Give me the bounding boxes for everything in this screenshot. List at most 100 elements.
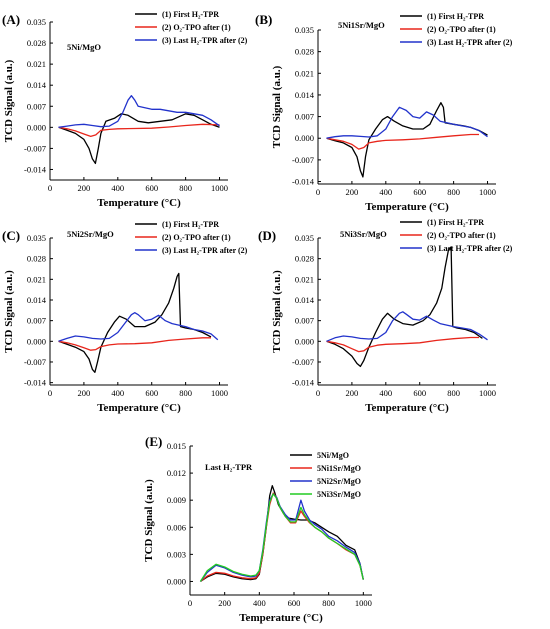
- panel-label: (A): [2, 12, 20, 27]
- legend: (1) First H₂-TPR (2) O₂-TPO after (1) (3) …: [400, 12, 513, 47]
- y-tick-label: 0.014: [27, 295, 47, 305]
- chart-panel-c: (C) -0.014 -0.007 0.000 0.007 0.014 0.021 0.028…: [2, 220, 248, 414]
- legend-label: 5Ni1Sr/MgO: [317, 464, 361, 473]
- chart-panel-b: (B) -0.014 -0.007 0.000 0.007 0.014 0.021 0.028…: [255, 12, 513, 213]
- y-tick-label: 0.028: [295, 47, 314, 57]
- legend-label: 5Ni/MgO: [317, 451, 349, 460]
- y-tick-label: 0.021: [295, 274, 314, 284]
- chart-panel-e: (E) 0.000 0.003 0.006 0.009 0.012 0.015 0 200 400…: [143, 434, 372, 624]
- x-tick-label: 1000: [211, 183, 228, 193]
- legend: (1) First H₂-TPR (2) O₂-TPO after (1) (3) …: [400, 218, 513, 253]
- sample-label: 5Ni/MgO: [67, 42, 101, 52]
- series-line-1: [58, 272, 212, 373]
- y-tick-label: 0.007: [295, 316, 314, 326]
- legend-label: (3) Last H₂-TPR after (2): [162, 36, 248, 45]
- x-tick-label: 800: [447, 187, 460, 197]
- y-tick-label: -0.007: [292, 155, 314, 165]
- y-tick-label: -0.014: [24, 164, 47, 174]
- y-tick-label: 0.035: [27, 17, 46, 27]
- series-line-4: [199, 493, 364, 582]
- y-tick-label: 0.028: [27, 38, 46, 48]
- legend: (1) First H₂-TPR (2) O₂-TPO after (1) (3) …: [135, 10, 248, 45]
- legend-label: 5Ni3Sr/MgO: [317, 490, 361, 499]
- y-tick-label: 0.035: [295, 233, 314, 243]
- x-tick-label: 0: [316, 388, 320, 398]
- x-tick-label: 400: [111, 183, 124, 193]
- legend-label: (1) First H₂-TPR: [162, 220, 219, 229]
- x-tick-label: 600: [145, 183, 158, 193]
- series-line-3: [58, 312, 219, 342]
- legend-label: (1) First H₂-TPR: [162, 10, 219, 19]
- panel-label: (D): [258, 228, 276, 243]
- x-tick-label: 600: [288, 598, 301, 608]
- y-axis-label: TCD Signal (a.u.): [271, 270, 283, 353]
- x-tick-label: 800: [447, 388, 460, 398]
- y-tick-label: -0.014: [24, 378, 47, 388]
- y-tick-label: 0.035: [27, 233, 46, 243]
- y-tick-label: 0.028: [295, 254, 314, 264]
- x-tick-label: 200: [78, 388, 91, 398]
- y-tick-label: -0.007: [24, 143, 46, 153]
- legend-label: (3) Last H₂-TPR after (2): [427, 38, 513, 47]
- series-line-2: [326, 133, 479, 150]
- x-tick-label: 800: [179, 388, 192, 398]
- legend-label: (2) O₂-TPO after (1): [162, 23, 231, 32]
- x-tick-label: 1000: [355, 598, 372, 608]
- y-axis-label: TCD Signal (a.u.): [3, 59, 15, 142]
- legend-label: (2) O₂-TPO after (1): [427, 25, 496, 34]
- x-tick-label: 800: [179, 183, 192, 193]
- y-tick-label: 0.028: [27, 254, 46, 264]
- series-line-3: [326, 311, 488, 342]
- y-tick-label: 0.014: [27, 80, 47, 90]
- legend-label: (3) Last H₂-TPR after (2): [162, 246, 248, 255]
- panel-label: (C): [2, 228, 20, 243]
- x-tick-label: 600: [413, 388, 426, 398]
- series-line-2: [326, 336, 479, 353]
- y-axis-label: TCD Signal (a.u.): [143, 479, 155, 562]
- x-tick-label: 0: [188, 598, 192, 608]
- series-line-1: [58, 113, 220, 165]
- x-tick-label: 400: [111, 388, 124, 398]
- sample-label: 5Ni3Sr/MgO: [340, 229, 387, 239]
- series-line-2: [58, 123, 220, 138]
- legend-label: (3) Last H₂-TPR after (2): [427, 244, 513, 253]
- panel-label: (B): [255, 12, 272, 27]
- x-tick-label: 600: [145, 388, 158, 398]
- x-tick-label: 0: [316, 187, 320, 197]
- x-tick-label: 1000: [479, 187, 496, 197]
- panel-label: (E): [145, 434, 162, 449]
- chart-panel-d: (D) -0.014 -0.007 0.000 0.007 0.014 0.021 0.028…: [258, 218, 513, 414]
- legend-label: (1) First H₂-TPR: [427, 12, 484, 21]
- y-tick-label: 0.000: [27, 336, 46, 346]
- y-tick-label: 0.006: [167, 522, 186, 532]
- x-axis-label: Temperature (°C): [239, 612, 323, 624]
- y-tick-label: 0.009: [167, 495, 186, 505]
- y-tick-label: 0.000: [295, 133, 314, 143]
- y-tick-label: 0.007: [27, 101, 46, 111]
- y-tick-label: 0.000: [27, 122, 46, 132]
- y-tick-label: 0.012: [167, 468, 186, 478]
- y-tick-label: 0.021: [27, 274, 46, 284]
- x-tick-label: 800: [322, 598, 335, 608]
- x-axis-label: Temperature (°C): [97, 402, 181, 414]
- series-line-2: [58, 337, 211, 351]
- legend: 5Ni/MgO 5Ni1Sr/MgO 5Ni2Sr/MgO 5Ni3Sr/MgO: [290, 451, 361, 499]
- x-tick-label: 0: [48, 388, 52, 398]
- sample-label: 5Ni1Sr/MgO: [338, 20, 385, 30]
- legend-label: (2) O₂-TPO after (1): [162, 233, 231, 242]
- x-axis-label: Temperature (°C): [365, 201, 449, 213]
- x-tick-label: 0: [48, 183, 52, 193]
- x-tick-label: 200: [346, 388, 359, 398]
- legend-label: 5Ni2Sr/MgO: [317, 477, 361, 486]
- y-tick-label: 0.021: [295, 68, 314, 78]
- y-tick-label: 0.007: [295, 112, 314, 122]
- x-tick-label: 1000: [211, 388, 228, 398]
- y-tick-label: 0.003: [167, 549, 186, 559]
- series-line-3: [58, 95, 220, 128]
- x-tick-label: 200: [78, 183, 91, 193]
- y-axis-label: TCD Signal (a.u.): [3, 270, 15, 353]
- x-axis-label: Temperature (°C): [365, 402, 449, 414]
- x-tick-label: 200: [346, 187, 359, 197]
- x-tick-label: 200: [218, 598, 231, 608]
